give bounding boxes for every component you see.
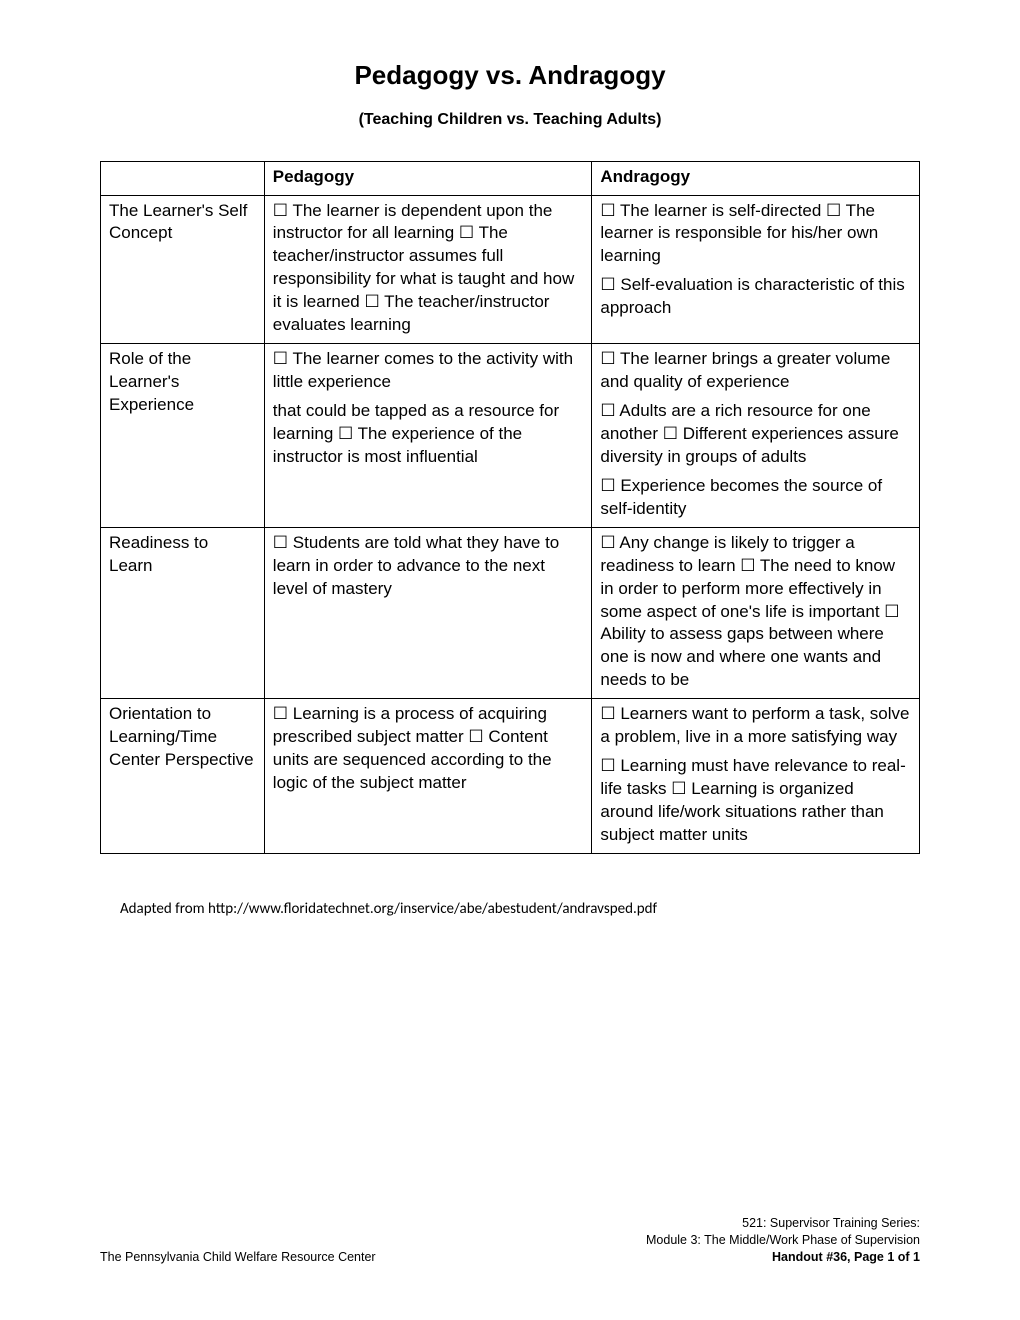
cell-para: ☐ Adults are a rich resource for one ano… [600, 400, 911, 469]
footer-right-line3: Handout #36, Page 1 of 1 [646, 1249, 920, 1266]
cell-andragogy: ☐ Learners want to perform a task, solve… [592, 699, 920, 854]
page-title: Pedagogy vs. Andragogy [100, 60, 920, 91]
row-label: The Learner's Self Concept [101, 195, 265, 344]
row-label: Orientation to Learning/Time Center Pers… [101, 699, 265, 854]
table-row: The Learner's Self Concept ☐ The learner… [101, 195, 920, 344]
cell-para: ☐ Experience becomes the source of self-… [600, 475, 911, 521]
cell-andragogy: ☐ The learner is self-directed ☐ The lea… [592, 195, 920, 344]
footer-right: 521: Supervisor Training Series: Module … [646, 1215, 920, 1266]
table-row: Role of the Learner's Experience ☐ The l… [101, 344, 920, 528]
cell-para: ☐ Learning must have relevance to real-l… [600, 755, 911, 847]
footer-left: The Pennsylvania Child Welfare Resource … [100, 1249, 376, 1266]
col-header-andragogy: Andragogy [592, 161, 920, 195]
page-footer: The Pennsylvania Child Welfare Resource … [100, 1215, 920, 1266]
table-header-row: Pedagogy Andragogy [101, 161, 920, 195]
footer-right-line1: 521: Supervisor Training Series: [646, 1215, 920, 1232]
col-header-blank [101, 161, 265, 195]
cell-para: ☐ Learners want to perform a task, solve… [600, 703, 911, 749]
table-row: Orientation to Learning/Time Center Pers… [101, 699, 920, 854]
col-header-pedagogy: Pedagogy [264, 161, 592, 195]
footer-right-line2: Module 3: The Middle/Work Phase of Super… [646, 1232, 920, 1249]
table-row: Readiness to Learn ☐ Students are told w… [101, 527, 920, 699]
cell-para: ☐ The learner brings a greater volume an… [600, 348, 911, 394]
comparison-table: Pedagogy Andragogy The Learner's Self Co… [100, 161, 920, 854]
cell-para: ☐ The learner comes to the activity with… [273, 348, 584, 394]
cell-para: ☐ The learner is self-directed ☐ The lea… [600, 200, 911, 269]
adapted-from: Adapted from http://www.floridatechnet.o… [120, 900, 920, 918]
cell-andragogy: ☐ The learner brings a greater volume an… [592, 344, 920, 528]
row-label: Role of the Learner's Experience [101, 344, 265, 528]
cell-pedagogy: ☐ Learning is a process of acquiring pre… [264, 699, 592, 854]
cell-pedagogy: ☐ The learner comes to the activity with… [264, 344, 592, 528]
cell-pedagogy: ☐ Students are told what they have to le… [264, 527, 592, 699]
page-subtitle: (Teaching Children vs. Teaching Adults) [310, 109, 710, 131]
cell-para: ☐ Self-evaluation is characteristic of t… [600, 274, 911, 320]
row-label: Readiness to Learn [101, 527, 265, 699]
cell-para: that could be tapped as a resource for l… [273, 400, 584, 469]
cell-andragogy: ☐ Any change is likely to trigger a read… [592, 527, 920, 699]
cell-pedagogy: ☐ The learner is dependent upon the inst… [264, 195, 592, 344]
